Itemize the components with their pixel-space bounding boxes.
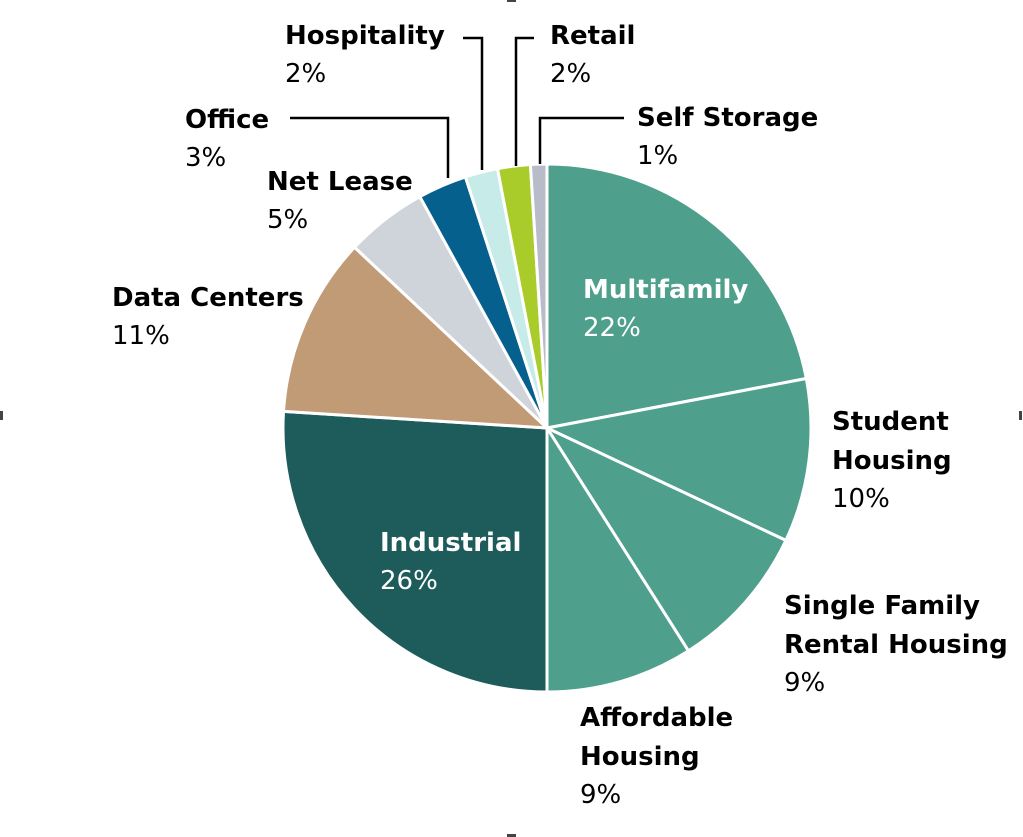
slice-label-value: 1% [637,141,678,171]
slice-label-name-line: Single Family [784,591,980,621]
slice-label-value: 10% [832,484,890,514]
slice-label-multifamily: Multifamily 22% [583,275,748,343]
slice-label-name-line: Office [185,105,269,135]
slice-label-value: 22% [583,313,641,343]
slice-label-name-line: Housing [832,446,952,476]
slice-label-value: 2% [285,59,326,89]
leader-line-hospitality [463,36,484,170]
slice-label-name-line: Retail [550,21,635,51]
slice-label-office: Office 3% [185,105,269,173]
slice-label-value: 2% [550,59,591,89]
slice-label-value: 9% [580,780,621,810]
slice-label-value: 11% [112,321,170,351]
slice-label-affordable-housing: Affordable Housing 9% [580,703,733,810]
leader-line-self-storage [538,116,624,164]
slice-label-name-line: Industrial [380,528,521,558]
slice-label-name-line: Affordable [580,703,733,733]
slice-label-value: 5% [267,205,308,235]
slice-label-name-line: Net Lease [267,167,413,197]
pie-slice-industrial [281,409,549,694]
slice-labels: Multifamily 22% Student Housing 10% Single Fa… [112,21,1008,810]
slice-label-industrial: Industrial 26% [380,528,521,596]
slice-label-name-line: Hospitality [285,21,445,51]
pie-slice-data-centers [282,245,549,430]
slice-label-value: 9% [784,668,825,698]
pie-slice-student-housing [545,377,813,542]
bottom-edge-tick [507,834,516,837]
slice-label-name-line: Data Centers [112,283,304,313]
slice-label-name-line: Housing [580,742,700,772]
left-edge-tick [0,411,3,420]
slice-label-name-line: Self Storage [637,103,818,133]
slice-label-name-line: Student [832,407,949,437]
leader-line-retail [514,36,534,166]
slice-label-name-line: Multifamily [583,275,748,305]
slice-label-name-line: Rental Housing [784,630,1008,660]
slice-label-value: 26% [380,566,438,596]
pie-slices [281,162,813,694]
top-edge-tick [507,0,516,2]
slice-label-net-lease: Net Lease 5% [267,167,413,235]
pie-slice-multifamily [545,162,808,430]
slice-label-data-centers: Data Centers 11% [112,283,304,351]
pie-slice-self-storage [528,162,549,430]
slice-label-student-housing: Student Housing 10% [832,407,952,514]
leader-line-office [290,116,450,178]
pie-slice-single-family-rental-housing [545,426,788,653]
slice-label-retail: Retail 2% [550,21,635,89]
slice-label-value: 3% [185,143,226,173]
slice-label-single-family-rental-housing: Single Family Rental Housing 9% [784,591,1008,698]
slice-label-hospitality: Hospitality 2% [285,21,445,89]
pie-slice-affordable-housing [545,426,690,694]
leader-lines [290,36,624,178]
slice-label-self-storage: Self Storage 1% [637,103,818,171]
right-edge-tick [1019,411,1022,420]
